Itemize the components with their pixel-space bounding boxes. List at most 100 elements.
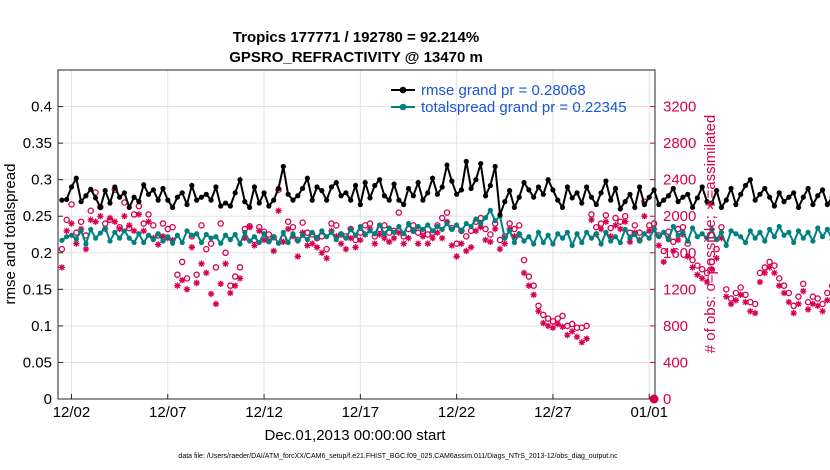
- assimilated-obs-marker: [352, 244, 359, 251]
- footnote: data file: /Users/raeder/DAI/ATM_forcXX/…: [178, 453, 618, 460]
- assimilated-obs-marker: [294, 253, 301, 260]
- assimilated-obs-marker: [121, 213, 128, 220]
- assimilated-obs-marker: [747, 308, 754, 315]
- possible-obs-marker: [535, 302, 542, 310]
- spread-point: [766, 226, 773, 232]
- spread-point: [665, 237, 672, 243]
- spread-point: [709, 226, 715, 232]
- assimilated-obs-marker: [578, 339, 586, 346]
- spread-point: [194, 231, 200, 237]
- spread-point: [88, 226, 94, 232]
- possible-obs-marker: [800, 280, 807, 288]
- assimilated-obs-marker: [179, 276, 186, 284]
- rmse-point: [449, 178, 455, 184]
- rmse-point: [121, 190, 128, 196]
- assimilated-obs-marker: [58, 264, 66, 271]
- y-tick-label: 0.35: [23, 135, 52, 152]
- rmse-point: [497, 212, 503, 218]
- rmse-point: [622, 199, 628, 205]
- spread-point: [328, 229, 335, 235]
- rmse-point: [689, 204, 696, 211]
- spread-point: [280, 229, 286, 235]
- spread-point: [102, 225, 108, 231]
- assimilated-obs-marker: [496, 245, 504, 253]
- y-right-tick-label: 1200: [663, 281, 696, 298]
- assimilated-obs-marker: [761, 269, 768, 277]
- rmse-point: [608, 197, 614, 203]
- assimilated-obs-marker: [809, 300, 817, 308]
- legend-rmse-marker: [399, 86, 407, 94]
- rmse-point: [584, 184, 590, 190]
- rmse-point: [791, 190, 797, 196]
- y-right-tick-label: 3200: [663, 99, 696, 116]
- assimilated-obs-marker: [491, 225, 499, 233]
- spread-point: [805, 229, 811, 235]
- spread-point: [511, 239, 518, 246]
- spread-line: [61, 208, 830, 249]
- rmse-point: [805, 185, 811, 192]
- assimilated-obs-marker: [684, 253, 691, 260]
- assimilated-obs-marker: [535, 308, 542, 315]
- spread-point: [184, 228, 190, 234]
- possible-obs-marker: [135, 202, 143, 210]
- possible-obs-marker: [689, 256, 696, 264]
- rmse-point: [401, 201, 407, 208]
- possible-obs-marker: [814, 295, 821, 302]
- spread-point: [747, 228, 753, 234]
- assimilated-obs-marker: [626, 238, 634, 246]
- possible-obs-marker: [515, 222, 523, 229]
- possible-obs-marker: [737, 284, 744, 291]
- rmse-point: [617, 206, 623, 212]
- rmse-point: [83, 193, 89, 199]
- rmse-point: [521, 179, 527, 186]
- assimilated-obs-marker: [544, 322, 552, 330]
- spread-point: [396, 223, 402, 230]
- rmse-point: [155, 197, 161, 203]
- assimilated-obs-marker: [126, 222, 133, 229]
- y-right-tick-label: 2000: [663, 208, 696, 225]
- rmse-point: [275, 185, 282, 192]
- spread-point: [612, 234, 619, 240]
- right-axis-ticks: 0 400 800 1200 1600 2000 2400 2800 3200: [650, 99, 696, 408]
- possible-obs-marker: [236, 264, 244, 271]
- assimilated-obs-marker: [766, 264, 773, 271]
- assimilated-obs-marker: [549, 324, 557, 331]
- spread-point: [121, 228, 128, 234]
- assimilated-obs-marker: [337, 240, 345, 247]
- rmse-point: [150, 187, 156, 193]
- spread-point: [478, 220, 484, 227]
- assimilated-obs-marker: [275, 207, 282, 214]
- rmse-point: [714, 188, 720, 194]
- spread-point: [795, 228, 802, 234]
- assimilated-obs-marker: [776, 282, 783, 289]
- spread-point: [68, 232, 75, 238]
- spread-point: [507, 228, 513, 234]
- rmse-point: [771, 203, 778, 209]
- y-right-tick-label: 2800: [663, 135, 696, 152]
- spread-point: [362, 231, 368, 238]
- spread-point: [487, 207, 493, 213]
- possible-obs-marker: [212, 264, 220, 271]
- assimilated-obs-marker: [106, 214, 114, 222]
- assimilated-obs-marker: [756, 278, 764, 286]
- x-tick-label: 12/12: [245, 404, 283, 421]
- spread-point: [694, 234, 700, 240]
- assimilated-obs-marker: [814, 302, 821, 309]
- rmse-point: [377, 177, 383, 183]
- y-axis-label-right: # of obs: o=possible; ∗=assimilated: [702, 115, 719, 354]
- assimilated-obs-marker: [116, 225, 123, 233]
- rmse-point: [333, 179, 339, 186]
- possible-obs-marker: [583, 322, 590, 330]
- rmse-point: [766, 194, 773, 200]
- rmse-point: [545, 177, 551, 183]
- spread-point: [752, 235, 758, 241]
- assimilated-obs-marker: [159, 233, 167, 240]
- rmse-point: [752, 197, 758, 203]
- x-tick-label: 12/02: [53, 404, 91, 421]
- rmse-point: [738, 191, 744, 197]
- assimilated-obs-marker: [270, 247, 277, 255]
- spread-point: [242, 229, 248, 235]
- assimilated-obs-marker: [323, 255, 330, 262]
- assimilated-obs-marker: [703, 278, 711, 286]
- spread-point: [401, 231, 407, 237]
